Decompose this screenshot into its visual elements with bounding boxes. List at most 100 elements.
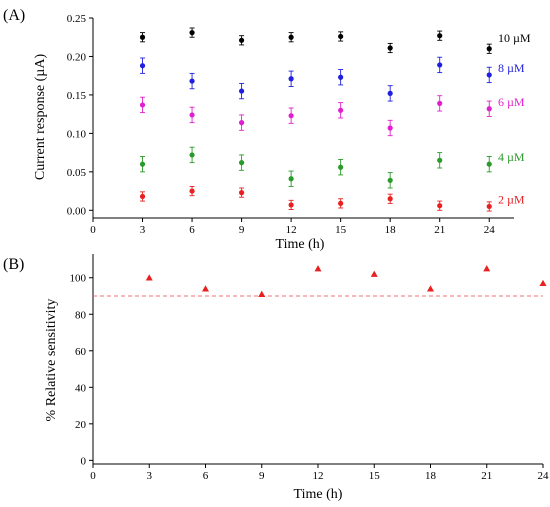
panel-a-axes [92, 18, 514, 219]
panel-b-axes [92, 254, 543, 465]
panel-a-series-4 [139, 186, 492, 212]
data-point [238, 88, 245, 94]
series-label: 8 µM [498, 61, 525, 75]
data-point [338, 200, 344, 206]
panel-a-x-tick-label: 24 [484, 224, 496, 236]
data-point [139, 193, 146, 200]
series-label: 4 µM [498, 150, 525, 164]
triangle-marker [370, 270, 378, 277]
data-point [437, 100, 443, 106]
data-point [189, 30, 195, 36]
data-point [387, 177, 393, 183]
series-label: 2 µM [498, 192, 525, 206]
triangle-marker [145, 274, 153, 281]
panel-a-series-2 [139, 95, 492, 137]
panel-a-series-0 [139, 27, 492, 54]
panel-a-series-1 [139, 56, 492, 102]
panel-b-y-tick-label: 60 [75, 346, 87, 358]
panel-b-y-ticks: 0 20 40 60 80 100 [70, 273, 93, 467]
panel-a-x-tick-label: 12 [286, 224, 297, 236]
triangle-marker [202, 285, 209, 292]
data-point [486, 203, 492, 210]
panel-b-y-tick-label: 80 [75, 309, 87, 321]
panel-b: (B) % Relative sensitivity Time (h) 0 20 4… [3, 254, 549, 502]
data-point [238, 190, 245, 196]
panel-a-y-ticks: 0.00 0.05 0.10 0.15 0.20 0.25 [67, 13, 93, 217]
panel-a-series [139, 27, 492, 212]
data-point [189, 188, 195, 194]
data-point [437, 203, 443, 209]
panel-a-y-tick-label: 0.00 [67, 205, 87, 217]
data-point [437, 62, 443, 68]
panel-b-x-tick-label: 21 [481, 470, 492, 482]
panel-a-x-tick-label: 0 [90, 224, 96, 236]
triangle-marker [483, 265, 491, 272]
panel-b-x-tick-label: 12 [313, 470, 324, 482]
panel-a-x-tick-label: 21 [434, 224, 445, 236]
data-point [288, 113, 294, 119]
panel-a-series-3 [139, 146, 492, 189]
panel-b-y-tick-label: 0 [81, 455, 87, 467]
panel-b-series-0 [145, 265, 547, 297]
data-point [387, 196, 393, 202]
data-point [338, 164, 344, 170]
data-point [437, 157, 443, 163]
panel-b-x-tick-label: 6 [203, 470, 209, 482]
panel-b-x-tick-label: 24 [538, 470, 550, 482]
panel-a-x-ticks: 0 3 6 9 12 15 18 21 24 [90, 218, 495, 236]
data-point [139, 34, 146, 40]
data-point [486, 106, 492, 112]
panel-a-xlabel: Time (h) [276, 237, 325, 252]
triangle-marker [427, 285, 434, 292]
panel-b-y-tick-label: 40 [75, 382, 87, 394]
panel-a-y-tick-label: 0.05 [67, 167, 87, 179]
data-point [387, 90, 393, 96]
data-point [486, 72, 492, 78]
panel-a-x-tick-label: 18 [385, 224, 397, 236]
data-point [139, 63, 146, 69]
data-point [238, 160, 245, 166]
data-point [189, 78, 195, 84]
panel-a-x-tick-label: 15 [335, 224, 347, 236]
panel-a-x-tick-label: 9 [239, 224, 245, 236]
data-point [189, 152, 195, 158]
data-point [338, 74, 344, 80]
panel-a-y-tick-label: 0.10 [67, 128, 87, 140]
data-point [338, 33, 344, 40]
panel-a: (A) Current response (µA) Time (h) 0.000… [3, 7, 531, 252]
panel-a-ylabel: Current response (µA) [33, 54, 48, 181]
panel-b-x-tick-label: 3 [147, 470, 153, 482]
panel-b-series [145, 265, 547, 297]
data-point [387, 45, 393, 51]
data-point [189, 112, 195, 118]
data-point [288, 202, 294, 208]
triangle-marker [258, 290, 266, 297]
data-point [139, 161, 146, 167]
data-point [288, 76, 294, 82]
panel-b-ylabel: % Relative sensitivity [44, 299, 59, 422]
triangle-marker [314, 265, 322, 272]
panel-a-y-tick-label: 0.15 [67, 90, 87, 102]
panel-a-x-tick-label: 3 [140, 224, 146, 236]
data-point [338, 107, 344, 113]
data-point [437, 33, 443, 39]
data-point [238, 37, 245, 43]
series-label: 6 µM [498, 95, 525, 109]
data-point [387, 125, 393, 131]
data-point [139, 102, 146, 108]
panel-a-x-tick-label: 6 [189, 224, 195, 236]
data-point [486, 46, 492, 52]
data-point [288, 34, 294, 40]
data-point [288, 176, 294, 182]
panel-b-x-tick-label: 0 [90, 470, 96, 482]
panel-b-x-tick-label: 9 [259, 470, 265, 482]
panel-b-xlabel: Time (h) [294, 487, 343, 502]
data-point [486, 161, 492, 167]
panel-b-x-tick-label: 15 [369, 470, 381, 482]
panel-b-label: (B) [3, 256, 24, 273]
panel-a-label: (A) [3, 7, 25, 24]
panel-b-x-tick-label: 18 [425, 470, 437, 482]
panel-a-y-tick-label: 0.20 [67, 51, 87, 63]
panel-b-x-ticks: 0 3 6 9 12 15 18 21 24 [90, 464, 549, 482]
